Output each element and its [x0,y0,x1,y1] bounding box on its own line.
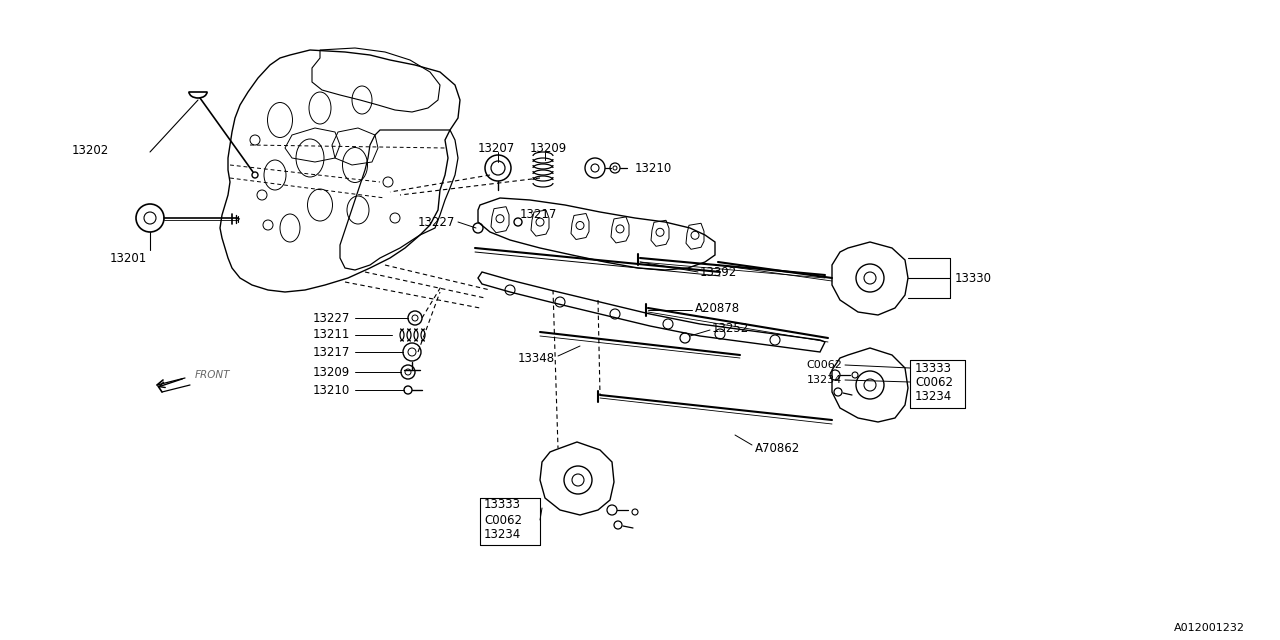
Text: 13392: 13392 [700,266,737,278]
Text: 13202: 13202 [72,143,109,157]
Text: 13330: 13330 [955,271,992,285]
Text: FRONT: FRONT [195,370,230,380]
Text: 13348: 13348 [518,351,556,365]
Text: 13217: 13217 [312,346,349,358]
Text: 13217: 13217 [520,209,557,221]
Text: 13211: 13211 [312,328,349,342]
Text: 13207: 13207 [477,141,516,154]
Text: A20878: A20878 [695,301,740,314]
Text: 13333: 13333 [484,499,521,511]
Text: 13234: 13234 [484,529,521,541]
Text: 13333: 13333 [915,362,952,374]
Text: 13210: 13210 [635,161,672,175]
Text: 13209: 13209 [530,141,567,154]
Text: 13209: 13209 [312,365,349,378]
Text: 13234: 13234 [915,390,952,403]
Text: 13227: 13227 [417,216,454,228]
Text: A70862: A70862 [755,442,800,454]
Text: 13227: 13227 [312,312,349,324]
Text: 13201: 13201 [110,252,147,264]
Text: 13234: 13234 [806,375,842,385]
Text: 13252: 13252 [712,321,749,335]
Text: C0062: C0062 [806,360,842,370]
Text: 13210: 13210 [312,383,349,397]
Text: C0062: C0062 [484,513,522,527]
Text: A012001232: A012001232 [1174,623,1245,633]
Text: C0062: C0062 [915,376,954,388]
